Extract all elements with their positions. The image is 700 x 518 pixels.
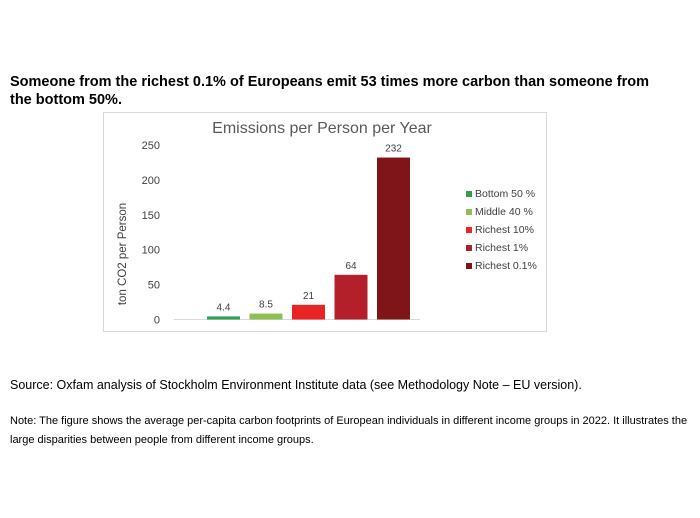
legend-label: Bottom 50 % bbox=[475, 188, 535, 200]
data-label: 8.5 bbox=[259, 300, 273, 311]
bar bbox=[334, 274, 368, 320]
bar bbox=[207, 316, 240, 320]
bar bbox=[292, 304, 325, 320]
legend-label: Richest 1% bbox=[475, 242, 528, 254]
bar bbox=[377, 157, 410, 320]
data-label: 232 bbox=[385, 144, 402, 155]
legend-label: Richest 10% bbox=[475, 224, 534, 236]
legend-swatch bbox=[466, 245, 472, 251]
headline: Someone from the richest 0.1% of Europea… bbox=[10, 74, 649, 108]
y-axis-label: ton CO2 per Person bbox=[117, 203, 129, 305]
source-note: Source: Oxfam analysis of Stockholm Envi… bbox=[10, 378, 582, 392]
bar bbox=[249, 313, 283, 320]
legend-swatch bbox=[466, 209, 472, 215]
legend-label: Richest 0.1% bbox=[475, 260, 537, 272]
legend-swatch bbox=[466, 263, 472, 269]
data-label: 4.4 bbox=[217, 302, 231, 313]
data-label: 64 bbox=[345, 261, 357, 272]
y-tick-label: 100 bbox=[142, 245, 160, 257]
legend-label: Middle 40 % bbox=[475, 206, 533, 218]
chart: Emissions per Person per Year ton CO2 pe… bbox=[103, 112, 547, 332]
bars bbox=[207, 157, 410, 320]
y-tick-label: 50 bbox=[148, 280, 160, 292]
figure-note: Note: The figure shows the average per-c… bbox=[10, 415, 688, 446]
legend: Bottom 50 % Middle 40 % Richest 10% Richest… bbox=[466, 188, 537, 272]
y-tick-label: 150 bbox=[142, 210, 160, 222]
legend-swatch bbox=[466, 227, 472, 233]
chart-title: Emissions per Person per Year bbox=[212, 120, 432, 137]
legend-swatch bbox=[466, 191, 472, 197]
data-label: 21 bbox=[303, 291, 315, 302]
data-labels: 4.4 8.5 21 64 232 bbox=[217, 144, 403, 314]
y-ticks: 0 50 100 150 200 250 bbox=[142, 140, 160, 327]
y-tick-label: 200 bbox=[142, 175, 160, 187]
y-tick-label: 0 bbox=[154, 315, 160, 327]
chart-svg: Emissions per Person per Year ton CO2 pe… bbox=[117, 120, 537, 327]
y-tick-label: 250 bbox=[142, 140, 160, 152]
